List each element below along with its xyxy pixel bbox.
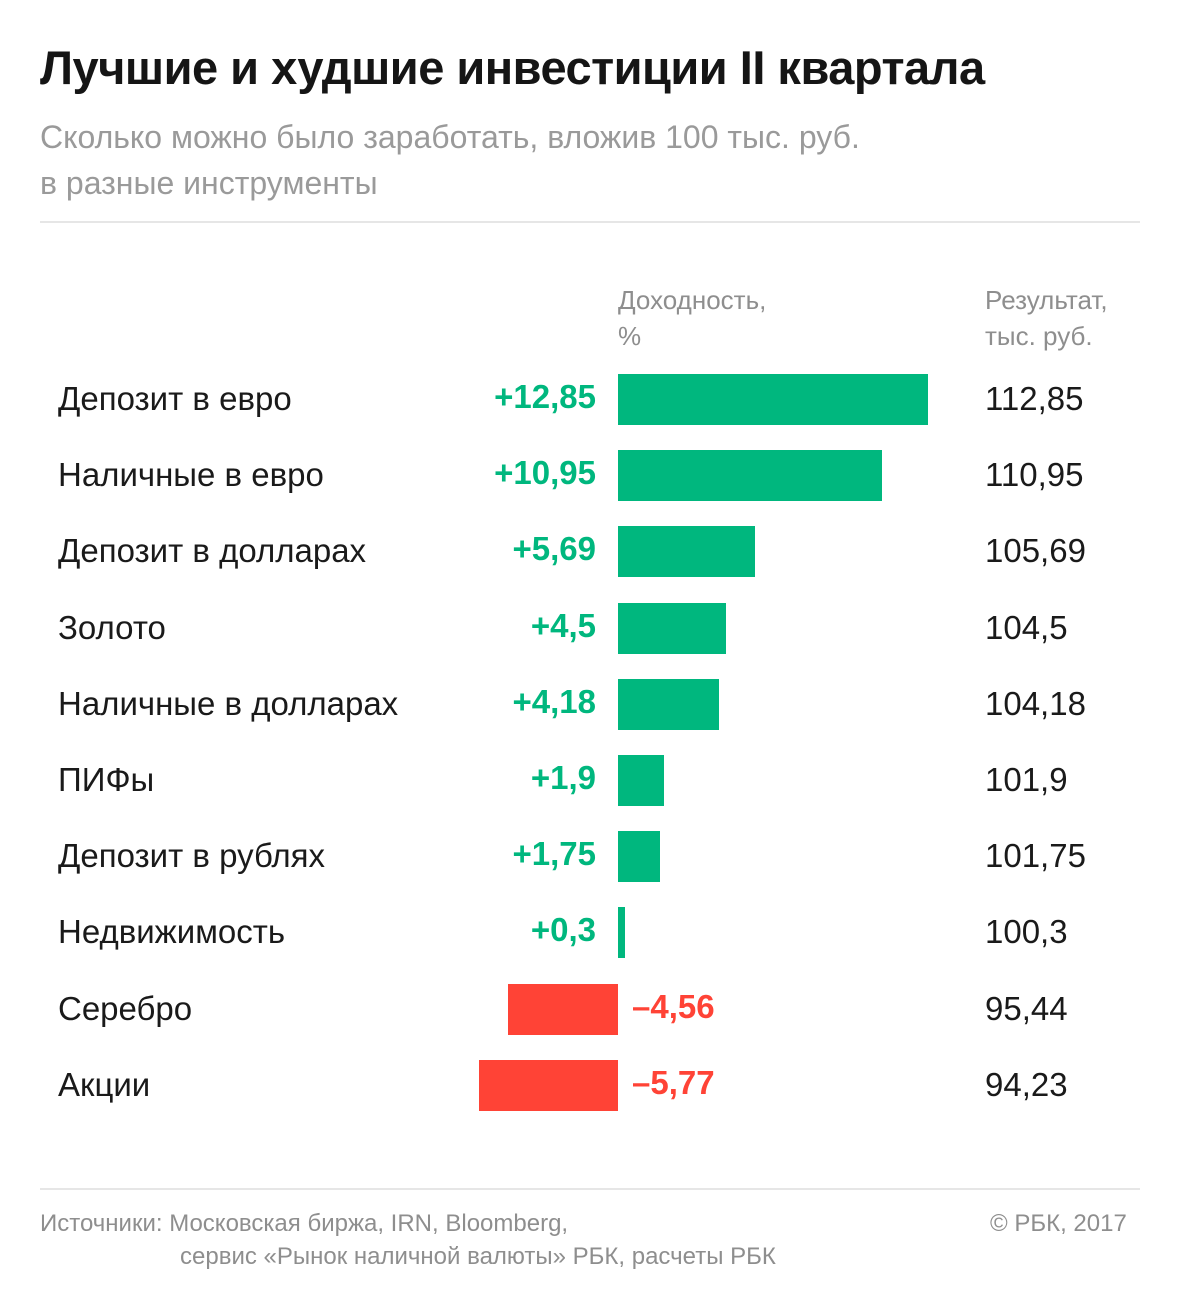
- result-value: 110,95: [985, 455, 1084, 493]
- footer-sources-line-2: сервис «Рынок наличной валюты» РБК, расч…: [180, 1243, 776, 1270]
- footer-copyright: © РБК, 2017: [990, 1210, 1127, 1237]
- yield-header-line-2: %: [618, 321, 642, 351]
- subtitle-line-1: Сколько можно было заработать, вложив 10…: [40, 119, 860, 155]
- category-label: Депозит в евро: [58, 379, 292, 417]
- header-divider: [40, 221, 1140, 223]
- bar: [618, 907, 625, 958]
- footer-sources-line-1: Источники: Московская биржа, IRN, Bloomb…: [40, 1210, 569, 1237]
- category-label: Депозит в рублях: [58, 836, 325, 874]
- category-label: Наличные в евро: [58, 455, 324, 493]
- value-label: +12,85: [494, 377, 596, 415]
- result-value: 101,75: [985, 836, 1086, 874]
- bar: [618, 831, 660, 882]
- bar: [479, 1060, 618, 1111]
- subtitle-line-2: в разные инструменты: [40, 165, 378, 201]
- category-label: Серебро: [58, 989, 193, 1027]
- bar: [618, 374, 928, 425]
- category-label: Недвижимость: [58, 912, 286, 950]
- result-value: 94,23: [985, 1065, 1068, 1103]
- category-label: Наличные в долларах: [58, 684, 399, 722]
- value-label: +0,3: [530, 910, 596, 948]
- category-label: ПИФы: [58, 760, 155, 798]
- result-value: 101,9: [985, 760, 1068, 798]
- result-value: 100,3: [985, 912, 1068, 950]
- result-value: 95,44: [985, 989, 1068, 1027]
- value-label: +1,75: [512, 834, 597, 872]
- chart-subtitle: Сколько можно было заработать, вложив 10…: [40, 114, 1040, 206]
- bar: [618, 679, 719, 730]
- bar: [618, 450, 882, 501]
- category-label: Депозит в долларах: [58, 531, 367, 569]
- category-label: Золото: [58, 608, 166, 646]
- result-value: 104,5: [985, 608, 1068, 646]
- result-header-line-1: Результат,: [985, 285, 1108, 315]
- value-label: +5,69: [512, 529, 597, 567]
- result-value: 104,18: [985, 684, 1086, 722]
- value-label: +10,95: [494, 453, 596, 491]
- value-label: –5,77: [632, 1063, 715, 1101]
- result-value: 105,69: [985, 531, 1086, 569]
- bar: [618, 603, 726, 654]
- yield-column-header: Доходность, %: [618, 282, 766, 354]
- result-value: 112,85: [985, 379, 1084, 417]
- value-label: +1,9: [530, 758, 596, 796]
- category-label: Акции: [58, 1065, 151, 1103]
- value-label: –4,56: [632, 987, 715, 1025]
- bar: [508, 984, 618, 1035]
- bar: [618, 526, 755, 577]
- result-header-line-2: тыс. руб.: [985, 321, 1093, 351]
- yield-header-line-1: Доходность,: [618, 285, 767, 315]
- chart-title: Лучшие и худшие инвестиции II квартала: [40, 41, 985, 94]
- value-label: +4,18: [512, 682, 597, 720]
- bar: [618, 755, 664, 806]
- value-label: +4,5: [530, 606, 596, 644]
- footer-divider: [40, 1188, 1140, 1190]
- result-column-header: Результат, тыс. руб.: [985, 282, 1108, 354]
